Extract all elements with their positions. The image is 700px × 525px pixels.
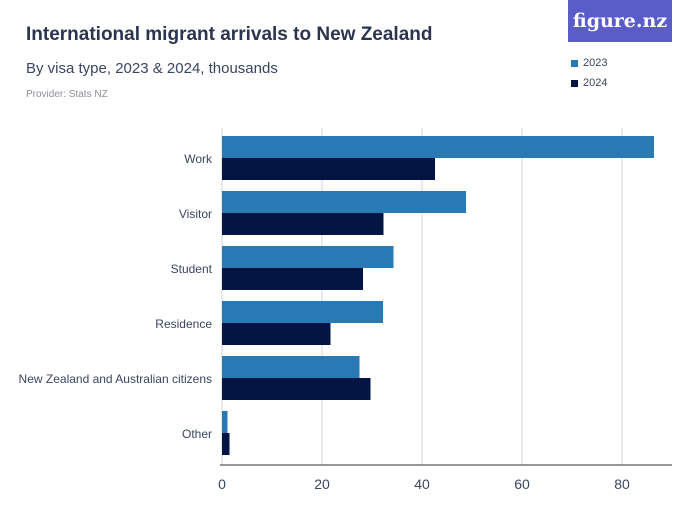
category-label: Residence: [155, 317, 212, 331]
category-label: Visitor: [179, 207, 212, 221]
x-tick-label: 80: [614, 476, 630, 492]
x-tick-label: 20: [314, 476, 330, 492]
category-label: Work: [184, 152, 213, 166]
bar-2023-student: [222, 246, 394, 268]
bar-2023-visitor: [222, 191, 466, 213]
x-tick-label: 60: [514, 476, 530, 492]
bar-2024-residence: [222, 323, 331, 345]
legend-swatch: [571, 79, 578, 87]
legend: 2023 2024: [571, 53, 607, 93]
chart-subtitle: By visa type, 2023 & 2024, thousands: [26, 60, 278, 77]
chart-title: International migrant arrivals to New Ze…: [26, 24, 433, 45]
category-label: New Zealand and Australian citizens: [19, 372, 212, 386]
bar-2024-visitor: [222, 213, 384, 235]
legend-swatch: [571, 59, 578, 67]
legend-item-2024: 2024: [571, 73, 607, 93]
bar-2023-residence: [222, 301, 383, 323]
bar-2024-new-zealand-and-australian-citizens: [222, 378, 371, 400]
x-tick-label: 0: [218, 476, 226, 492]
bar-2023-other: [222, 411, 228, 433]
legend-label: 2024: [583, 77, 608, 89]
provider-label: Provider: Stats NZ: [26, 89, 108, 100]
category-label: Other: [182, 427, 212, 441]
legend-label: 2023: [583, 57, 608, 69]
x-tick-label: 40: [414, 476, 430, 492]
bar-2023-new-zealand-and-australian-citizens: [222, 356, 360, 378]
figure-nz-logo[interactable]: figure.nz: [568, 0, 672, 42]
bar-2024-other: [222, 433, 230, 455]
bar-2024-work: [222, 158, 435, 180]
bar-2024-student: [222, 268, 363, 290]
bar-2023-work: [222, 136, 654, 158]
category-label: Student: [171, 262, 213, 276]
legend-item-2023: 2023: [571, 53, 607, 73]
